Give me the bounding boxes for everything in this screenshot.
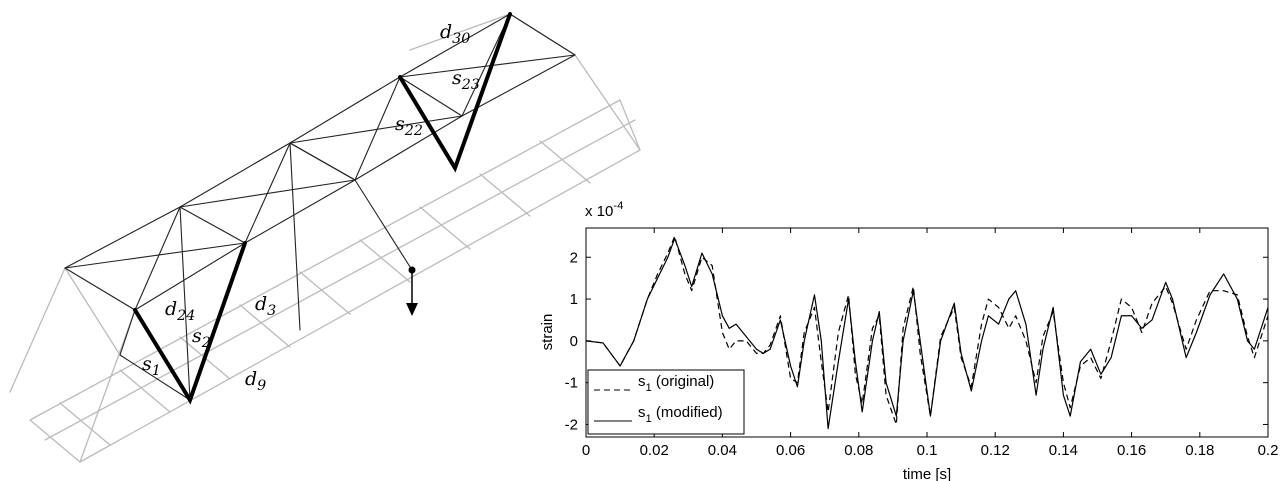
member-label: d30 [440,21,470,47]
x-tick-label: 0.2 [1258,442,1279,459]
y-tick-label: 0 [570,333,578,350]
x-tick-label: 0.16 [1117,442,1146,459]
legend-box [587,369,745,435]
y-tick-label: -1 [565,375,578,392]
member-label: s23 [452,67,480,93]
member-label: d3 [255,293,276,319]
series-line [585,237,1269,430]
member-label: d24 [165,298,195,324]
x-axis-label: time [s] [903,466,951,481]
x-tick-label: 0.06 [776,442,805,459]
x-tick-label: 0.1 [917,442,938,459]
member-label: s1 [142,353,161,379]
truss [9,12,641,463]
y-multiplier: x 10-4 [585,200,623,220]
member-labels: d30 s23 s22 d24 s2 d3 s1 d9 [142,21,480,394]
x-tick-label: 0.12 [981,442,1010,459]
y-tick-label: 1 [570,291,578,308]
highlighted-members [133,12,512,405]
member-label: s2 [192,325,211,351]
x-tick-label: 0.04 [708,442,737,459]
deck [9,13,641,463]
x-tick-label: 0.08 [844,442,873,459]
frame [64,13,576,401]
y-tick-label: 2 [570,249,578,266]
member-label: d9 [245,368,266,394]
legend-label: s1 (modified) [638,404,723,425]
x-tick-label: 0.02 [640,442,669,459]
y-tick-label: -2 [565,416,578,433]
load-point [408,266,416,274]
arrow-head [406,303,418,316]
x-tick-label: 0.18 [1185,442,1214,459]
x-tick-label: 0.14 [1049,442,1078,459]
x-tick-label: 0 [582,442,590,459]
legend-label: s1 (original) [638,373,714,394]
y-axis-label: strain [539,314,556,351]
member-label: s22 [395,113,423,139]
